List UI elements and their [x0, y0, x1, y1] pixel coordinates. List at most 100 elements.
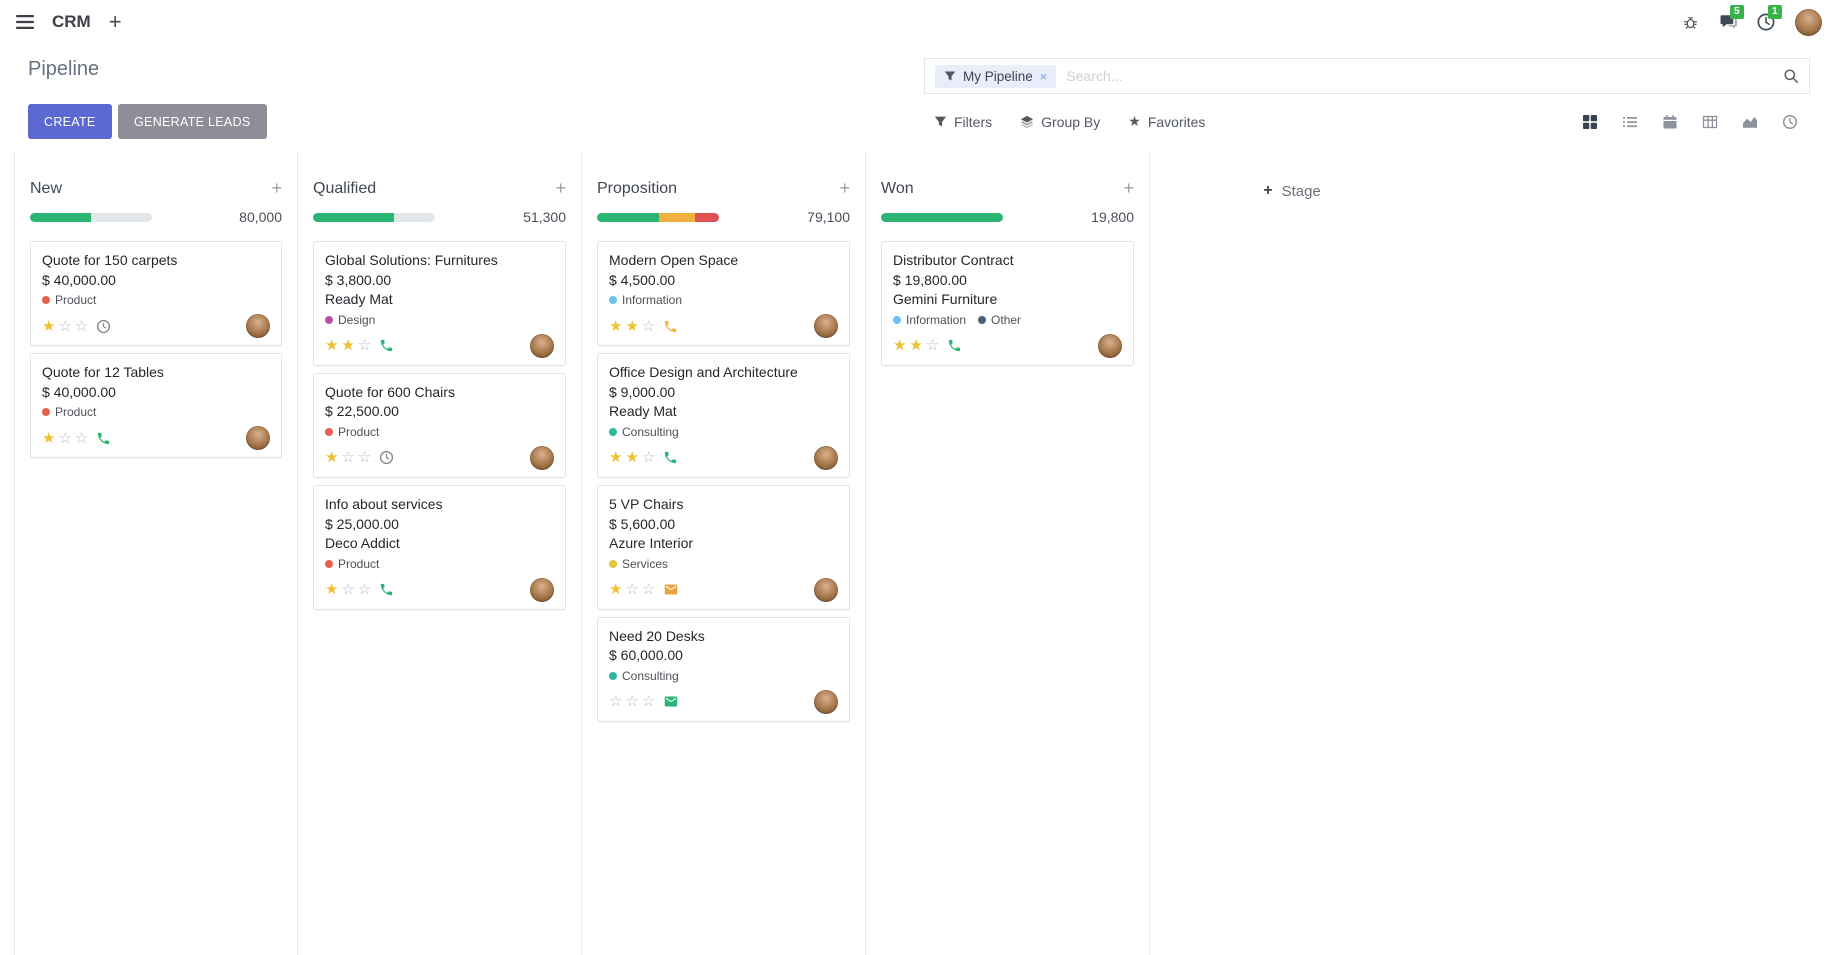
favorites-button[interactable]: ★ Favorites [1128, 113, 1205, 130]
quick-create-icon[interactable]: + [1123, 178, 1134, 198]
stage-name[interactable]: Proposition [597, 179, 678, 197]
kanban-card[interactable]: 5 VP Chairs $ 5,600.00 Azure Interior Se… [597, 484, 850, 610]
stage-progressbar[interactable] [313, 212, 435, 222]
kanban-card[interactable]: Quote for 150 carpets $ 40,000.00 Produc… [30, 241, 282, 347]
stage-name[interactable]: Qualified [313, 179, 377, 197]
quick-create-icon[interactable]: + [555, 178, 566, 198]
phone-icon[interactable] [663, 319, 678, 334]
user-avatar[interactable] [1795, 8, 1822, 36]
generate-leads-button[interactable]: GENERATE LEADS [118, 104, 267, 139]
priority-stars: ★ ★ ☆ [893, 336, 942, 355]
menu-toggle-icon[interactable] [16, 15, 34, 29]
view-list-button[interactable] [1610, 108, 1650, 136]
card-title: Quote for 150 carpets [42, 252, 178, 268]
stage-progressbar[interactable] [597, 212, 719, 222]
stage-name[interactable]: Won [881, 179, 914, 197]
priority-star[interactable]: ☆ [357, 449, 372, 467]
stage-name[interactable]: New [30, 179, 63, 197]
add-stage-button[interactable]: + Stage [1263, 182, 1321, 200]
envelope-icon[interactable] [663, 582, 679, 597]
priority-star[interactable]: ☆ [341, 581, 355, 599]
activities-count-badge: 1 [1768, 5, 1782, 19]
priority-star[interactable]: ☆ [74, 429, 89, 447]
progress-segment[interactable] [659, 212, 695, 222]
phone-icon[interactable] [379, 338, 394, 353]
create-button[interactable]: CREATE [28, 104, 112, 139]
view-graph-button[interactable] [1730, 108, 1770, 136]
card-title: Quote for 600 Chairs [325, 383, 455, 400]
priority-star[interactable]: ☆ [641, 693, 656, 711]
priority-star[interactable]: ☆ [341, 449, 355, 467]
progress-segment[interactable] [313, 212, 394, 222]
app-name[interactable]: CRM [52, 12, 91, 31]
add-icon[interactable]: + [108, 9, 122, 34]
stage-progressbar[interactable] [30, 212, 152, 222]
priority-star[interactable]: ★ [893, 337, 907, 355]
messages-icon[interactable]: 5 [1719, 5, 1744, 31]
kanban-card[interactable]: Quote for 600 Chairs $ 22,500.00 Product… [313, 372, 566, 478]
progress-segment[interactable] [597, 212, 660, 222]
kanban-card[interactable]: Distributor Contract $ 19,800.00 Gemini … [881, 241, 1134, 366]
kanban-card[interactable]: Need 20 Desks $ 60,000.00 Consulting ☆ ☆ ☆ [597, 616, 850, 722]
priority-star[interactable]: ☆ [58, 317, 72, 335]
envelope-icon[interactable] [663, 694, 679, 709]
facet-remove-icon[interactable]: × [1039, 68, 1048, 84]
kanban-card[interactable]: Info about services $ 25,000.00 Deco Add… [313, 484, 566, 610]
view-pivot-button[interactable] [1690, 108, 1730, 136]
phone-icon[interactable] [663, 450, 678, 465]
kanban-card[interactable]: Modern Open Space $ 4,500.00 Information… [597, 241, 850, 347]
priority-star[interactable]: ☆ [74, 317, 89, 335]
quick-create-icon[interactable]: + [839, 178, 850, 198]
kanban-card[interactable]: Global Solutions: Furnitures $ 3,800.00 … [313, 241, 566, 366]
view-activity-button[interactable] [1770, 108, 1810, 136]
kanban-card[interactable]: Office Design and Architecture $ 9,000.0… [597, 353, 850, 478]
priority-star[interactable]: ★ [609, 317, 623, 335]
kanban-card[interactable]: Quote for 12 Tables $ 40,000.00 Product … [30, 353, 282, 459]
debug-bug-icon[interactable] [1682, 14, 1699, 31]
priority-star[interactable]: ★ [609, 581, 623, 599]
salesperson-avatar [1098, 333, 1122, 358]
priority-star[interactable]: ☆ [641, 317, 656, 335]
phone-icon[interactable] [379, 582, 394, 597]
clock-icon[interactable] [96, 319, 111, 334]
priority-star[interactable]: ★ [325, 449, 339, 467]
priority-star[interactable]: ☆ [925, 337, 940, 355]
group-by-button[interactable]: Group By [1020, 114, 1100, 130]
priority-star[interactable]: ☆ [625, 693, 639, 711]
progress-segment[interactable] [881, 212, 1003, 222]
priority-star[interactable]: ★ [42, 429, 56, 447]
priority-star[interactable]: ☆ [357, 337, 372, 355]
priority-star[interactable]: ☆ [609, 693, 623, 711]
priority-star[interactable]: ★ [325, 337, 339, 355]
search-facet[interactable]: My Pipeline × [935, 64, 1057, 88]
priority-star[interactable]: ★ [341, 337, 355, 355]
priority-star[interactable]: ★ [909, 337, 923, 355]
filters-button[interactable]: Filters [934, 114, 992, 130]
tag-services: Services [609, 557, 668, 571]
priority-star[interactable]: ☆ [641, 581, 656, 599]
priority-star[interactable]: ☆ [357, 581, 372, 599]
card-title: Global Solutions: Furnitures [325, 252, 498, 268]
view-kanban-button[interactable] [1570, 108, 1610, 136]
priority-star[interactable]: ☆ [625, 581, 639, 599]
quick-create-icon[interactable]: + [271, 178, 282, 198]
phone-icon[interactable] [96, 431, 111, 446]
activities-icon[interactable]: 1 [1757, 5, 1782, 31]
card-company: Ready Mat [609, 403, 677, 420]
stage-progressbar[interactable] [881, 212, 1003, 222]
priority-star[interactable]: ★ [609, 449, 623, 467]
priority-star[interactable]: ★ [325, 581, 339, 599]
progress-segment[interactable] [694, 212, 719, 222]
priority-star[interactable]: ☆ [641, 449, 656, 467]
search-bar[interactable]: My Pipeline × Search... [924, 58, 1810, 94]
clock-icon[interactable] [379, 450, 394, 465]
search-icon[interactable] [1783, 68, 1799, 84]
phone-icon[interactable] [947, 338, 962, 353]
priority-star[interactable]: ☆ [58, 429, 72, 447]
priority-star[interactable]: ★ [625, 449, 639, 467]
progress-segment[interactable] [30, 212, 91, 222]
priority-stars: ★ ☆ ☆ [609, 580, 658, 599]
view-calendar-button[interactable] [1650, 108, 1690, 136]
priority-star[interactable]: ★ [42, 317, 56, 335]
priority-star[interactable]: ★ [625, 317, 639, 335]
